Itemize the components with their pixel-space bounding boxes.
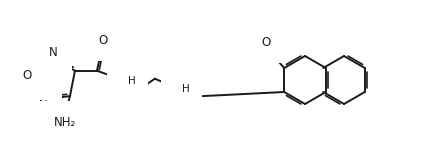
Text: H: H — [182, 84, 189, 94]
Text: N: N — [39, 99, 48, 112]
Text: NH₂: NH₂ — [54, 116, 76, 129]
Text: N: N — [175, 86, 184, 99]
Text: N: N — [121, 78, 130, 91]
Text: H: H — [128, 76, 136, 86]
Text: O: O — [23, 69, 32, 82]
Text: O: O — [98, 34, 108, 47]
Text: N: N — [49, 46, 58, 59]
Text: O: O — [262, 35, 271, 49]
